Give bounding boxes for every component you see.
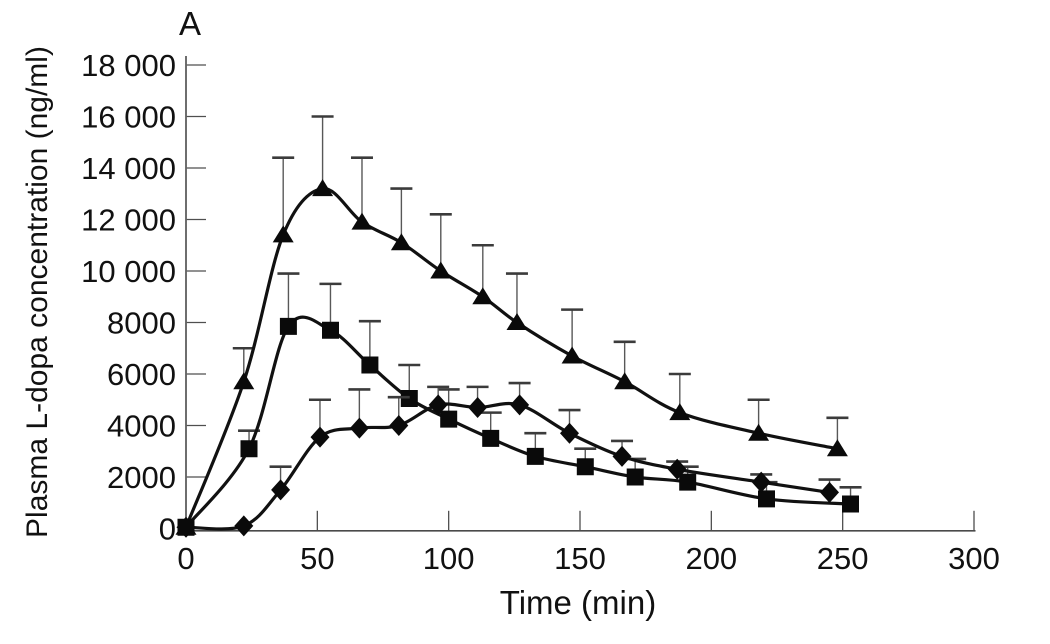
data-point-marker-diamond [820, 481, 839, 503]
panel-label: A [179, 5, 202, 42]
data-point-marker-diamond [176, 516, 196, 538]
x-tick-label: 0 [177, 541, 194, 576]
y-tick-label: 6000 [107, 357, 176, 392]
data-point-marker-square [576, 458, 594, 476]
x-tick-label: 300 [948, 541, 1000, 576]
x-tick-label: 200 [685, 541, 737, 576]
data-point-marker-square [361, 356, 379, 374]
data-point-marker-square [526, 447, 544, 465]
data-point-marker-diamond [234, 515, 254, 537]
data-point-marker-square [240, 440, 258, 458]
y-tick-label: 18 000 [81, 48, 176, 83]
data-point-marker-diamond [667, 458, 687, 480]
data-point-marker-square [400, 390, 418, 407]
data-point-marker-diamond [468, 397, 488, 418]
data-point-marker-diamond [751, 471, 771, 493]
y-tick-label: 14 000 [81, 151, 176, 186]
data-point-marker-triangle [506, 313, 528, 330]
data-point-marker-diamond [510, 394, 530, 416]
data-point-marker-diamond [349, 417, 369, 439]
x-tick-label: 150 [554, 541, 606, 576]
data-point-marker-square [322, 321, 339, 339]
data-point-marker-square [482, 429, 500, 447]
data-point-marker-diamond [389, 415, 409, 436]
y-tick-label: 8000 [107, 306, 176, 341]
data-point-marker-triangle [312, 179, 334, 197]
y-tick-label: 16 000 [81, 100, 176, 135]
data-point-marker-square [679, 473, 697, 491]
y-tick-label: 12 000 [81, 203, 176, 238]
data-point-marker-diamond [560, 422, 579, 444]
y-tick-label: 10 000 [81, 254, 176, 289]
data-point-marker-triangle [561, 346, 583, 364]
data-point-marker-diamond [428, 394, 448, 416]
data-point-marker-triangle [472, 287, 494, 305]
series-triangle [175, 115, 849, 535]
series-square-line [184, 315, 853, 529]
data-point-marker-square [842, 495, 859, 513]
x-tick-label: 50 [300, 541, 334, 576]
data-point-marker-triangle [669, 403, 691, 421]
data-point-marker-triangle [430, 261, 452, 279]
x-tick-label: 100 [423, 541, 475, 576]
x-tick-label: 250 [817, 541, 869, 576]
data-point-marker-diamond [271, 479, 291, 501]
y-tick-label: 0 [159, 512, 176, 547]
data-point-marker-square [626, 468, 644, 486]
data-point-marker-diamond [310, 426, 330, 448]
data-point-marker-diamond [612, 445, 632, 467]
x-axis-title: Time (min) [499, 584, 657, 621]
data-point-marker-triangle [390, 233, 412, 251]
data-point-marker-triangle [351, 212, 373, 230]
data-point-marker-triangle [614, 372, 636, 390]
series-diamond [176, 381, 841, 538]
data-point-marker-square [758, 490, 775, 508]
data-point-marker-triangle [748, 423, 770, 441]
y-tick-label: 4000 [107, 409, 176, 444]
data-point-marker-triangle [272, 225, 294, 243]
data-point-marker-triangle [826, 439, 848, 457]
data-point-marker-square [279, 317, 297, 335]
data-point-marker-square [440, 410, 458, 428]
y-tick-label: 2000 [107, 460, 176, 495]
series-square [177, 272, 862, 536]
data-point-marker-triangle [233, 372, 255, 390]
